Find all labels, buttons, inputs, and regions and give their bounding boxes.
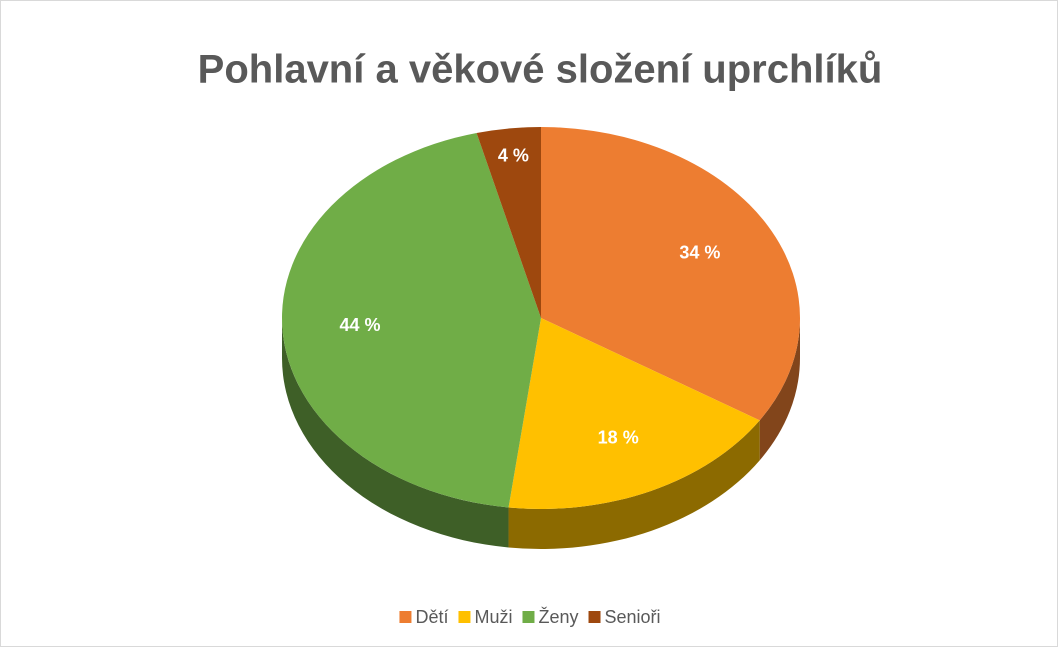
legend-label: Senioři <box>605 607 661 627</box>
data-label: 18 % <box>598 428 639 448</box>
legend-swatch <box>588 611 601 623</box>
slice-side <box>282 318 509 548</box>
legend-swatch <box>399 611 412 623</box>
slice <box>476 127 541 318</box>
legend-swatch <box>458 611 471 623</box>
legend-label: Dětí <box>415 607 448 627</box>
data-label: 4 % <box>498 146 529 166</box>
chart-title: Pohlavní a věkové složení uprchlíků <box>198 48 883 92</box>
legend-label: Muži <box>474 607 512 627</box>
slice <box>282 133 541 508</box>
legend-label: Ženy <box>538 607 578 627</box>
slice-side <box>759 318 800 461</box>
legend: Dětí Muži Ženy Senioři <box>399 607 661 627</box>
data-label: 44 % <box>340 315 381 335</box>
slice-side <box>508 420 760 549</box>
slice <box>541 127 800 421</box>
data-label: 34 % <box>679 242 720 262</box>
legend-swatch <box>522 611 535 623</box>
slice <box>508 318 760 509</box>
